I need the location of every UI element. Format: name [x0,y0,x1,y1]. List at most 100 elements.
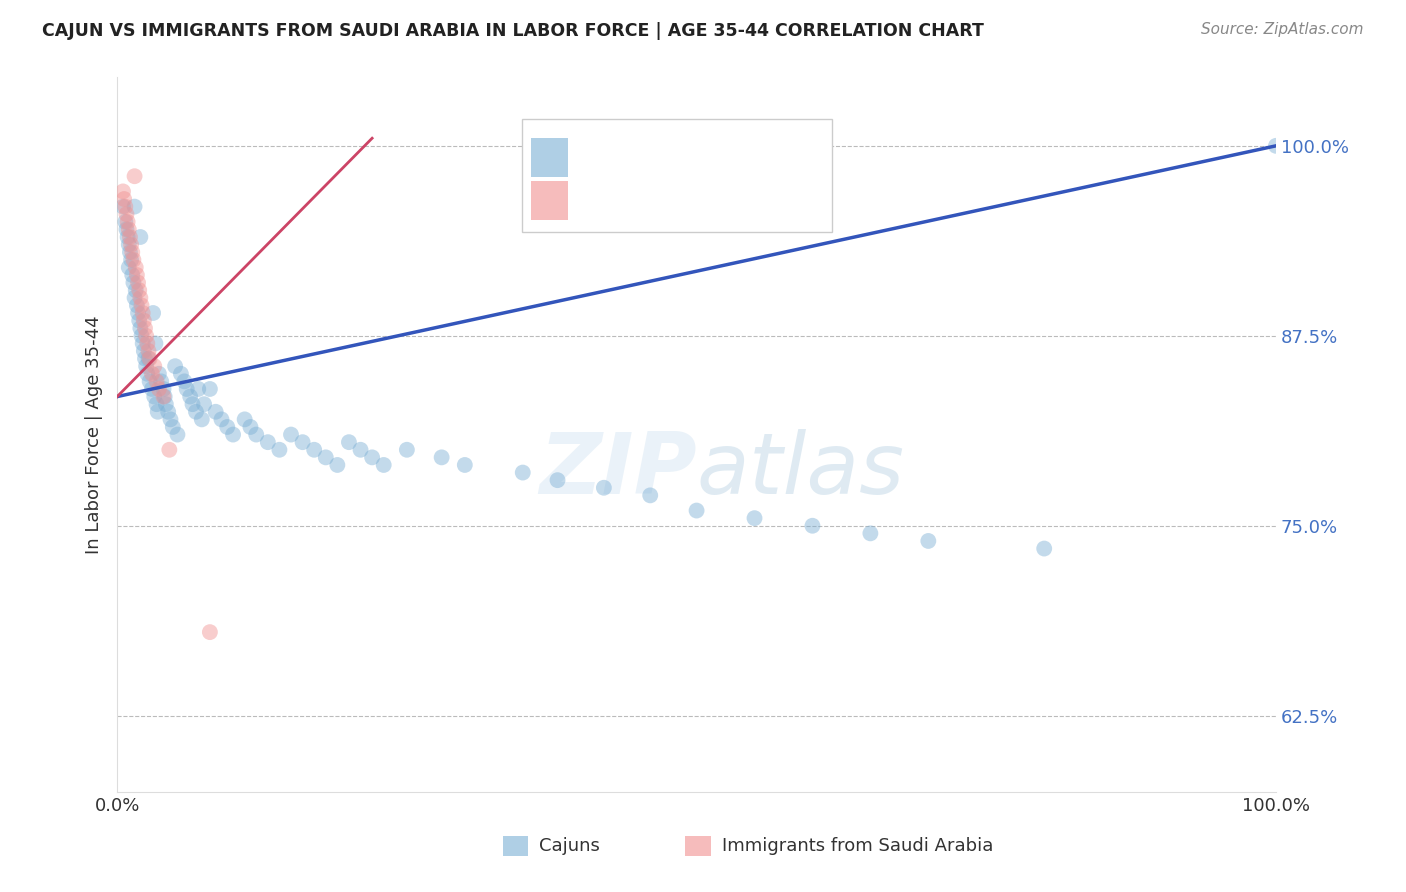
Point [124,169,146,184]
Point [512,466,534,480]
Point [122,252,145,267]
Point [138,351,160,366]
Point [134,351,156,366]
Point [120,252,142,267]
Point [120,237,142,252]
Point [146,405,169,419]
Point [801,518,824,533]
Point [125,283,148,297]
Point [115,207,138,221]
Point [118,245,141,260]
Point [114,200,136,214]
Text: R = 0.504  N = 31: R = 0.504 N = 31 [578,191,756,210]
Point [124,291,146,305]
Text: Immigrants from Saudi Arabia: Immigrants from Saudi Arabia [723,837,994,855]
Point [373,458,395,472]
Point [136,336,159,351]
Point [122,276,145,290]
Point [127,276,149,290]
Y-axis label: In Labor Force | Age 35-44: In Labor Force | Age 35-44 [86,315,103,554]
Point [361,450,384,465]
Point [430,450,453,465]
Point [131,328,153,343]
Text: Cajuns: Cajuns [540,837,600,855]
Point [157,442,180,457]
Point [125,268,148,282]
Point [744,511,766,525]
Point [150,375,173,389]
Point [395,442,418,457]
Point [155,397,177,411]
Point [134,321,156,335]
Point [153,390,176,404]
Point [143,359,166,374]
Point [211,412,233,426]
Point [145,336,167,351]
Point [148,367,170,381]
Point [129,291,152,305]
Point [592,481,614,495]
Point [152,390,174,404]
Point [187,382,209,396]
Point [859,526,882,541]
Point [638,488,661,502]
Point [111,185,134,199]
Point [124,200,146,214]
Point [337,435,360,450]
Point [173,375,195,389]
Point [685,503,707,517]
Point [239,420,262,434]
Point [138,343,160,358]
Point [111,200,134,214]
Point [112,192,135,206]
Point [326,458,349,472]
Point [170,367,193,381]
Point [121,245,143,260]
Point [198,382,221,396]
Point [127,306,149,320]
Point [142,306,165,320]
Text: ZIP: ZIP [538,429,696,512]
Point [132,313,155,327]
Point [291,435,314,450]
Point [917,533,939,548]
Point [128,283,150,297]
Point [121,268,143,282]
Point [217,420,239,434]
Point [179,390,201,404]
Point [131,306,153,320]
Point [280,427,302,442]
Point [256,435,278,450]
Point [128,313,150,327]
Point [115,222,138,236]
Point [118,222,141,236]
Point [165,359,187,374]
Point [191,412,214,426]
Point [166,427,188,442]
Point [1265,138,1288,153]
Point [148,382,170,396]
Point [114,215,136,229]
Point [184,405,207,419]
Point [131,336,153,351]
Point [125,298,148,312]
Point [176,382,198,396]
Text: atlas: atlas [696,429,904,512]
Text: CAJUN VS IMMIGRANTS FROM SAUDI ARABIA IN LABOR FORCE | AGE 35-44 CORRELATION CHA: CAJUN VS IMMIGRANTS FROM SAUDI ARABIA IN… [42,22,984,40]
Point [302,442,325,457]
Point [143,390,166,404]
Point [245,427,267,442]
Point [129,321,152,335]
Point [222,427,245,442]
Point [117,215,139,229]
Point [157,405,180,419]
Point [141,382,163,396]
Point [135,359,157,374]
Point [145,375,167,389]
Point [132,343,155,358]
Point [129,230,152,244]
Point [269,442,291,457]
Point [135,328,157,343]
Point [118,237,141,252]
Point [159,412,181,426]
